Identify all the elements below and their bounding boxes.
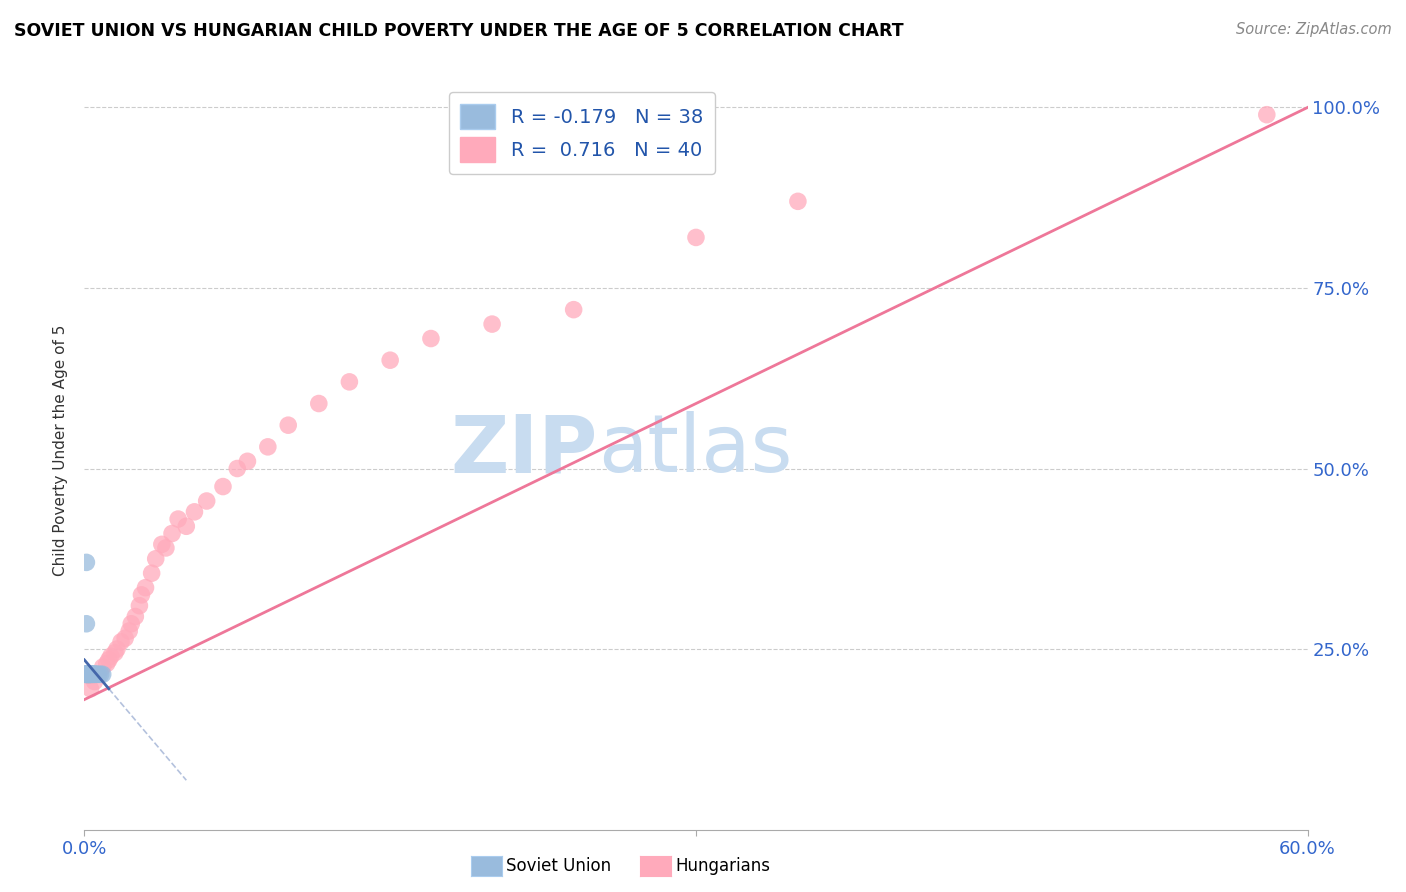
Point <box>104 646 127 660</box>
Point <box>277 418 299 433</box>
Point <box>212 479 235 493</box>
Point <box>79 667 101 681</box>
Point <box>124 609 146 624</box>
Point <box>75 667 97 681</box>
Point <box>120 616 142 631</box>
Text: ZIP: ZIP <box>451 411 598 490</box>
Point <box>160 526 183 541</box>
Point <box>77 667 100 681</box>
Point <box>128 599 150 613</box>
Point <box>79 667 101 681</box>
Text: Source: ZipAtlas.com: Source: ZipAtlas.com <box>1236 22 1392 37</box>
Point <box>145 551 167 566</box>
Point <box>83 667 105 681</box>
Point <box>562 302 585 317</box>
Point <box>76 667 98 681</box>
Point <box>82 667 104 681</box>
Point <box>79 681 101 696</box>
Point <box>86 667 108 681</box>
Point <box>83 674 105 689</box>
Point <box>135 581 157 595</box>
Point <box>83 667 105 681</box>
Y-axis label: Child Poverty Under the Age of 5: Child Poverty Under the Age of 5 <box>53 325 69 576</box>
Point <box>77 667 100 681</box>
Point <box>75 667 97 681</box>
Point <box>77 667 100 681</box>
Point <box>90 667 112 681</box>
Legend: R = -0.179   N = 38, R =  0.716   N = 40: R = -0.179 N = 38, R = 0.716 N = 40 <box>449 93 716 174</box>
Point <box>79 667 101 681</box>
Point <box>114 631 136 645</box>
Point <box>75 555 97 569</box>
Point <box>155 541 177 555</box>
Point <box>87 667 110 681</box>
Point <box>79 667 101 681</box>
Point <box>91 667 114 681</box>
Point <box>257 440 280 454</box>
Point <box>183 505 205 519</box>
Text: atlas: atlas <box>598 411 793 490</box>
Point <box>82 667 104 681</box>
Point <box>308 396 330 410</box>
Point <box>79 667 101 681</box>
Point <box>226 461 249 475</box>
Point <box>105 642 128 657</box>
Point <box>787 194 810 209</box>
Point <box>91 660 114 674</box>
Point <box>167 512 190 526</box>
Point <box>87 667 110 681</box>
Point <box>118 624 141 638</box>
Point <box>174 519 197 533</box>
Point <box>86 667 108 681</box>
Text: Soviet Union: Soviet Union <box>506 857 612 875</box>
Point <box>97 653 120 667</box>
Point <box>82 667 104 681</box>
Point <box>420 332 443 346</box>
Point <box>75 667 97 681</box>
Point <box>380 353 402 368</box>
Point <box>110 635 132 649</box>
Point <box>75 667 97 681</box>
Point <box>75 667 97 681</box>
Point <box>481 317 503 331</box>
Text: SOVIET UNION VS HUNGARIAN CHILD POVERTY UNDER THE AGE OF 5 CORRELATION CHART: SOVIET UNION VS HUNGARIAN CHILD POVERTY … <box>14 22 904 40</box>
Point <box>77 667 100 681</box>
Point <box>75 667 97 681</box>
Point <box>79 667 101 681</box>
Point <box>131 588 153 602</box>
Point <box>75 616 97 631</box>
Point <box>685 230 707 244</box>
Point <box>75 667 97 681</box>
Point <box>77 667 100 681</box>
Point <box>1256 108 1278 122</box>
Point <box>79 667 101 681</box>
Text: Hungarians: Hungarians <box>675 857 770 875</box>
Point <box>100 649 122 664</box>
Point <box>76 667 98 681</box>
Point <box>79 667 101 681</box>
Point <box>339 375 361 389</box>
Point <box>77 667 100 681</box>
Point <box>76 667 98 681</box>
Point <box>141 566 163 581</box>
Point <box>82 667 104 681</box>
Point <box>96 657 118 671</box>
Point <box>83 667 105 681</box>
Point <box>150 537 173 551</box>
Point <box>236 454 259 468</box>
Point <box>195 494 218 508</box>
